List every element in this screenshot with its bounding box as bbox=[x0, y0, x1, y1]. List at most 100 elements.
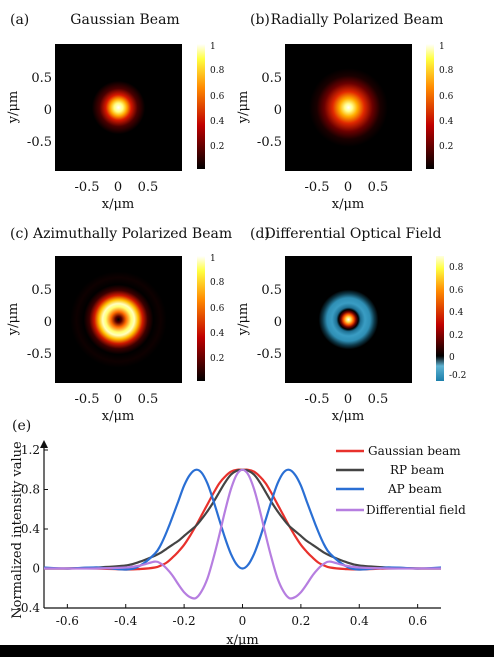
y-tick-label: -0.4 bbox=[17, 601, 41, 615]
colorbar-tick-label: 1 bbox=[210, 42, 216, 52]
series-line-3 bbox=[43, 468, 441, 600]
colorbar-tick-label: 1 bbox=[439, 42, 445, 52]
series-line-0 bbox=[43, 468, 441, 571]
colorbar-tick-label: -0.2 bbox=[449, 371, 466, 381]
y-axis-label: y/μm bbox=[236, 303, 251, 337]
colorbar bbox=[197, 256, 205, 381]
panel-label: (c) bbox=[10, 226, 29, 242]
colorbar-tick-label: 0.6 bbox=[210, 304, 225, 314]
colorbar bbox=[426, 44, 434, 169]
y-tick-label: 0 bbox=[32, 562, 40, 576]
panel-title: Radially Polarized Beam bbox=[271, 12, 444, 28]
y-tick-label: 0.4 bbox=[21, 522, 40, 536]
y-tick-label: 1.2 bbox=[21, 443, 40, 457]
y-tick-label: -0.5 bbox=[257, 135, 282, 150]
x-axis-label: x/μm bbox=[226, 633, 259, 645]
colorbar-tick-label: 0.8 bbox=[210, 278, 225, 288]
heatmap-image bbox=[55, 256, 182, 383]
colorbar-tick-label: 0.8 bbox=[210, 66, 225, 76]
series-line-2 bbox=[43, 468, 442, 571]
x-tick-label: 0 bbox=[239, 614, 247, 628]
x-tick-label: 0.5 bbox=[368, 392, 389, 407]
colorbar-tick-label: 0.8 bbox=[439, 66, 454, 76]
colorbar-tick-label: 0.2 bbox=[210, 142, 224, 152]
colorbar-tick-label: 0.8 bbox=[449, 263, 464, 273]
colorbar bbox=[197, 44, 205, 169]
bottom-edge-bar bbox=[0, 645, 494, 657]
colorbar bbox=[436, 256, 444, 381]
y-tick-label: 0.8 bbox=[21, 483, 40, 497]
colorbar-tick-label: 0 bbox=[449, 353, 455, 363]
y-tick-label: 0.5 bbox=[261, 71, 282, 86]
panel-label: (b) bbox=[250, 12, 270, 28]
legend-entry: RP beam bbox=[390, 463, 445, 477]
heatmap-panel-d: (d)Differential Optical Field 0.8 0.6 0.4 0.… bbox=[236, 226, 466, 424]
x-tick-label: 0 bbox=[114, 392, 122, 407]
colorbar-tick-label: 0.4 bbox=[210, 117, 225, 127]
x-tick-label: -0.6 bbox=[56, 614, 79, 628]
panel-label: (d) bbox=[250, 226, 270, 242]
x-tick-label: 0 bbox=[114, 180, 122, 195]
x-tick-label: 0.4 bbox=[350, 614, 369, 628]
x-axis-label: x/μm bbox=[102, 409, 135, 424]
y-tick-label: -0.5 bbox=[257, 347, 282, 362]
colorbar-tick-label: 0.6 bbox=[210, 92, 225, 102]
panel-title: Differential Optical Field bbox=[265, 226, 442, 242]
panel-title: Gaussian Beam bbox=[70, 12, 179, 28]
colorbar-tick-label: 0.4 bbox=[449, 308, 464, 318]
y-axis-label: y/μm bbox=[6, 303, 21, 337]
y-axis-label: y/μm bbox=[6, 91, 21, 125]
colorbar-tick-label: 0.4 bbox=[210, 329, 225, 339]
x-tick-label: 0.5 bbox=[368, 180, 389, 195]
x-tick-label: 0 bbox=[344, 392, 352, 407]
x-tick-label: -0.5 bbox=[74, 392, 99, 407]
legend-entry: AP beam bbox=[387, 482, 442, 496]
y-axis-label: y/μm bbox=[236, 91, 251, 125]
y-tick-label: 0.5 bbox=[31, 71, 52, 86]
y-axis-label: Normalized intensity value bbox=[10, 441, 25, 619]
y-tick-label: 0 bbox=[44, 103, 52, 118]
x-tick-label: -0.4 bbox=[114, 614, 138, 628]
y-tick-label: 0 bbox=[274, 103, 282, 118]
y-tick-label: 0.5 bbox=[261, 283, 282, 298]
x-tick-label: -0.5 bbox=[304, 392, 329, 407]
legend-entry: Differential field bbox=[366, 503, 466, 517]
colorbar-tick-label: 1 bbox=[210, 254, 216, 264]
x-axis-label: x/μm bbox=[102, 197, 135, 212]
x-axis-label: x/μm bbox=[332, 197, 365, 212]
x-tick-label: -0.5 bbox=[74, 180, 99, 195]
y-tick-label: -0.5 bbox=[27, 347, 52, 362]
heatmap-image bbox=[285, 256, 412, 383]
colorbar-tick-label: 0.4 bbox=[439, 117, 454, 127]
colorbar-tick-label: 0.2 bbox=[449, 331, 463, 341]
heatmap-image bbox=[55, 44, 182, 171]
colorbar-tick-label: 0.2 bbox=[439, 142, 453, 152]
y-tick-label: 0 bbox=[274, 315, 282, 330]
colorbar-tick-label: 0.2 bbox=[210, 354, 224, 364]
y-tick-label: 0.5 bbox=[31, 283, 52, 298]
y-axis-arrow bbox=[40, 440, 48, 448]
x-tick-label: 0.2 bbox=[291, 614, 310, 628]
heatmap-image bbox=[285, 44, 412, 171]
panel-title: Azimuthally Polarized Beam bbox=[32, 226, 232, 242]
x-axis-label: x/μm bbox=[332, 409, 365, 424]
x-tick-label: 0.6 bbox=[408, 614, 427, 628]
x-tick-label: -0.5 bbox=[304, 180, 329, 195]
colorbar-tick-label: 0.6 bbox=[439, 92, 454, 102]
x-tick-label: 0.5 bbox=[138, 180, 159, 195]
series-line-1 bbox=[43, 468, 442, 570]
panel-label: (a) bbox=[10, 12, 29, 28]
x-tick-label: -0.2 bbox=[173, 614, 196, 628]
x-tick-label: 0 bbox=[344, 180, 352, 195]
legend-entry: Gaussian beam bbox=[368, 444, 461, 458]
y-tick-label: 0 bbox=[44, 315, 52, 330]
y-tick-label: -0.5 bbox=[27, 135, 52, 150]
colorbar-tick-label: 0.6 bbox=[449, 286, 464, 296]
heatmap-panel-b: (b) Radially Polarized Beam 1 0.8 0.6 0.4 0.2 -… bbox=[236, 12, 454, 212]
x-tick-label: 0.5 bbox=[138, 392, 159, 407]
panel-label: (e) bbox=[12, 418, 31, 434]
heatmap-panel-c: (c) Azimuthally Polarized Beam 1 0.8 0.6 0.4 0… bbox=[6, 226, 232, 424]
